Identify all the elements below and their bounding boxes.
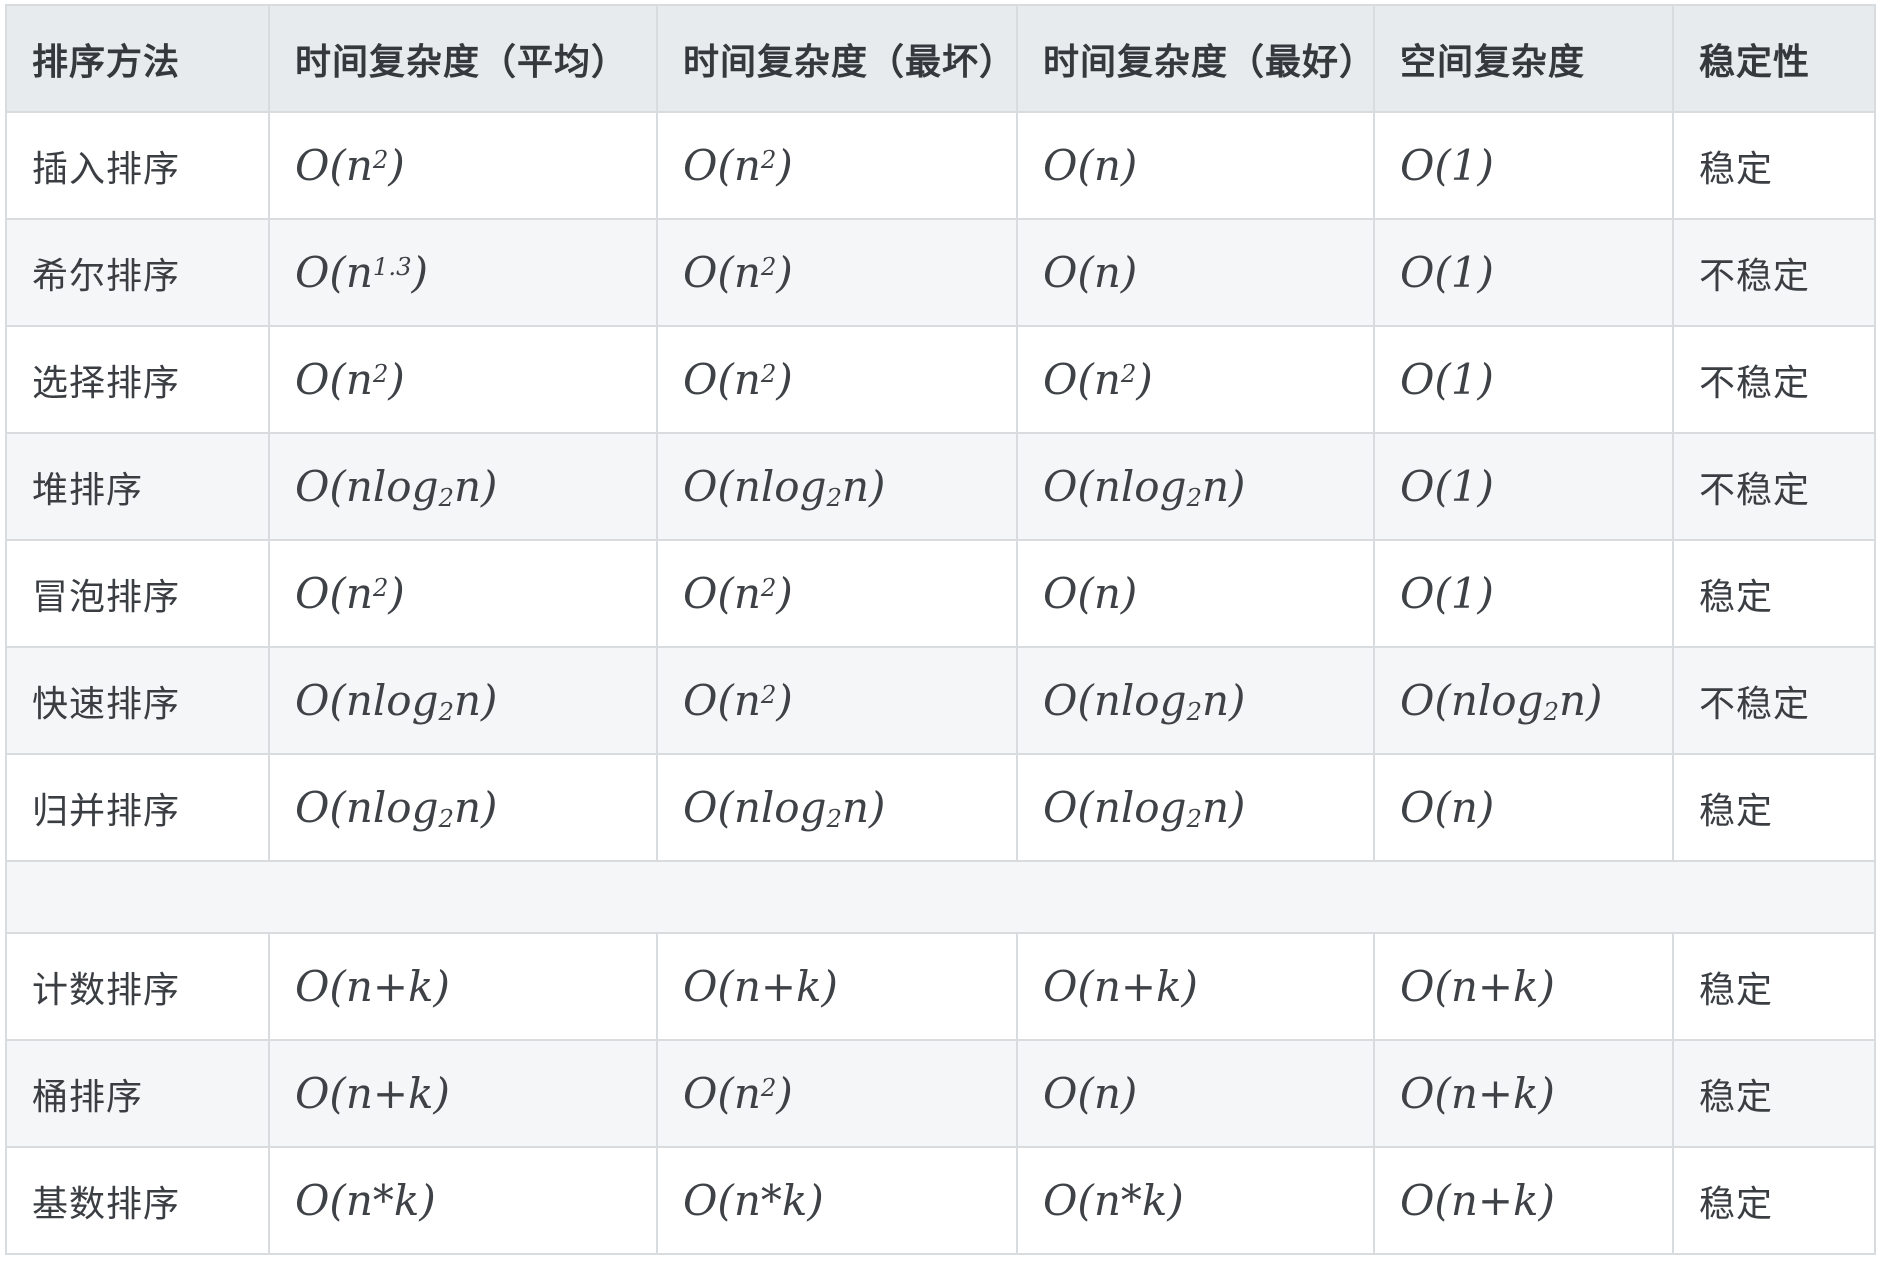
time-avg-cell: O(nlog2n): [268, 432, 658, 541]
row-bucket-sort: 桶排序 O(n+k) O(n2) O(n) O(n+k) 稳定: [5, 1039, 1876, 1148]
time-worst-cell: O(nlog2n): [656, 432, 1018, 541]
method-cell: 计数排序: [5, 932, 270, 1041]
method-cell: 归并排序: [5, 753, 270, 862]
method-cell: 桶排序: [5, 1039, 270, 1148]
time-best-cell: O(nlog2n): [1016, 753, 1375, 862]
col-header-time-best: 时间复杂度（最好）: [1016, 4, 1375, 113]
stability-cell: 稳定: [1672, 932, 1876, 1041]
time-worst-cell: O(n2): [656, 1039, 1018, 1148]
time-avg-cell: O(n+k): [268, 1039, 658, 1148]
stability-cell: 不稳定: [1672, 325, 1876, 434]
sorting-complexity-table: 排序方法 时间复杂度（平均） 时间复杂度（最坏） 时间复杂度（最好） 空间复杂度…: [5, 4, 1876, 1255]
stability-cell: 不稳定: [1672, 646, 1876, 755]
row-selection-sort: 选择排序 O(n2) O(n2) O(n2) O(1) 不稳定: [5, 325, 1876, 434]
stability-cell: 稳定: [1672, 753, 1876, 862]
col-header-time-avg: 时间复杂度（平均）: [268, 4, 658, 113]
method-cell: 堆排序: [5, 432, 270, 541]
stability-cell: 稳定: [1672, 1146, 1876, 1255]
row-radix-sort: 基数排序 O(n*k) O(n*k) O(n*k) O(n+k) 稳定: [5, 1146, 1876, 1255]
time-worst-cell: O(n2): [656, 539, 1018, 648]
space-cell: O(1): [1373, 218, 1674, 327]
space-cell: O(1): [1373, 432, 1674, 541]
time-avg-cell: O(n2): [268, 325, 658, 434]
row-quick-sort: 快速排序 O(nlog2n) O(n2) O(nlog2n) O(nlog2n)…: [5, 646, 1876, 755]
col-header-method: 排序方法: [5, 4, 270, 113]
time-best-cell: O(n+k): [1016, 932, 1375, 1041]
time-avg-cell: O(n2): [268, 111, 658, 220]
method-cell: 希尔排序: [5, 218, 270, 327]
time-best-cell: O(n2): [1016, 325, 1375, 434]
time-avg-cell: O(n+k): [268, 932, 658, 1041]
row-shell-sort: 希尔排序 O(n1.3) O(n2) O(n) O(1) 不稳定: [5, 218, 1876, 327]
col-header-stability: 稳定性: [1672, 4, 1876, 113]
space-cell: O(n): [1373, 753, 1674, 862]
space-cell: O(1): [1373, 539, 1674, 648]
time-best-cell: O(n): [1016, 539, 1375, 648]
stability-cell: 不稳定: [1672, 432, 1876, 541]
time-avg-cell: O(n1.3): [268, 218, 658, 327]
row-heap-sort: 堆排序 O(nlog2n) O(nlog2n) O(nlog2n) O(1) 不…: [5, 432, 1876, 541]
time-avg-cell: O(n2): [268, 539, 658, 648]
time-best-cell: O(n): [1016, 1039, 1375, 1148]
time-best-cell: O(n*k): [1016, 1146, 1375, 1255]
time-avg-cell: O(nlog2n): [268, 646, 658, 755]
header-row: 排序方法 时间复杂度（平均） 时间复杂度（最坏） 时间复杂度（最好） 空间复杂度…: [5, 4, 1876, 113]
space-cell: O(n+k): [1373, 932, 1674, 1041]
space-cell: O(n+k): [1373, 1146, 1674, 1255]
row-insertion-sort: 插入排序 O(n2) O(n2) O(n) O(1) 稳定: [5, 111, 1876, 220]
method-cell: 基数排序: [5, 1146, 270, 1255]
time-worst-cell: O(n*k): [656, 1146, 1018, 1255]
col-header-time-worst: 时间复杂度（最坏）: [656, 4, 1018, 113]
time-best-cell: O(n): [1016, 111, 1375, 220]
method-cell: 快速排序: [5, 646, 270, 755]
time-worst-cell: O(n2): [656, 325, 1018, 434]
time-best-cell: O(nlog2n): [1016, 646, 1375, 755]
time-best-cell: O(n): [1016, 218, 1375, 327]
space-cell: O(nlog2n): [1373, 646, 1674, 755]
time-worst-cell: O(n+k): [656, 932, 1018, 1041]
time-worst-cell: O(n2): [656, 646, 1018, 755]
row-merge-sort: 归并排序 O(nlog2n) O(nlog2n) O(nlog2n) O(n) …: [5, 753, 1876, 862]
method-cell: 冒泡排序: [5, 539, 270, 648]
time-worst-cell: O(nlog2n): [656, 753, 1018, 862]
time-avg-cell: O(nlog2n): [268, 753, 658, 862]
time-best-cell: O(nlog2n): [1016, 432, 1375, 541]
method-cell: 选择排序: [5, 325, 270, 434]
stability-cell: 稳定: [1672, 539, 1876, 648]
space-cell: O(n+k): [1373, 1039, 1674, 1148]
row-bubble-sort: 冒泡排序 O(n2) O(n2) O(n) O(1) 稳定: [5, 539, 1876, 648]
time-avg-cell: O(n*k): [268, 1146, 658, 1255]
stability-cell: 稳定: [1672, 1039, 1876, 1148]
row-counting-sort: 计数排序 O(n+k) O(n+k) O(n+k) O(n+k) 稳定: [5, 932, 1876, 1041]
time-worst-cell: O(n2): [656, 111, 1018, 220]
space-cell: O(1): [1373, 111, 1674, 220]
separator-cell: [5, 860, 1876, 934]
space-cell: O(1): [1373, 325, 1674, 434]
method-cell: 插入排序: [5, 111, 270, 220]
time-worst-cell: O(n2): [656, 218, 1018, 327]
col-header-space: 空间复杂度: [1373, 4, 1674, 113]
stability-cell: 稳定: [1672, 111, 1876, 220]
stability-cell: 不稳定: [1672, 218, 1876, 327]
separator-row: [5, 860, 1876, 934]
